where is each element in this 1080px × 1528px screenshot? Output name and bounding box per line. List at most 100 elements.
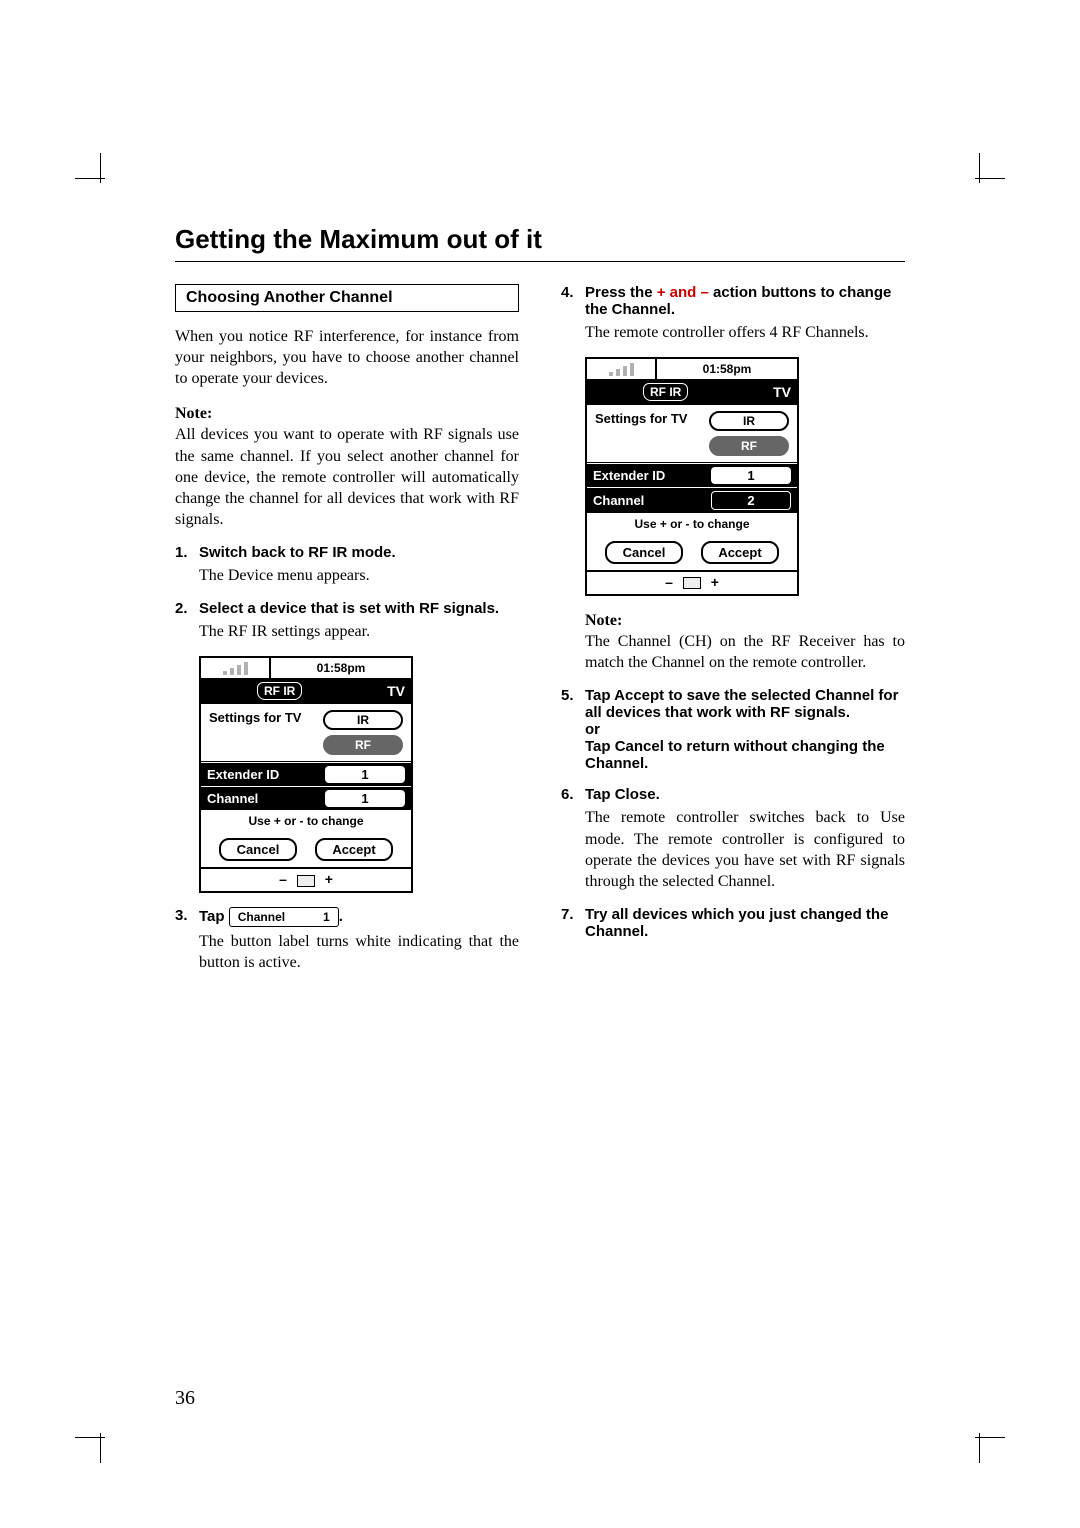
step-body: The remote controller offers 4 RF Channe… — [585, 322, 905, 343]
steps-left: Switch back to RF IR mode. The Device me… — [175, 544, 519, 642]
note-body: The Channel (CH) on the RF Receiver has … — [585, 633, 905, 671]
channel-label: Channel — [207, 791, 258, 806]
screen-figure-2: 01:58pm RF IR TV Settings for TV IR RF — [585, 357, 905, 596]
inline-btn-label: Channel — [238, 910, 285, 924]
step-head: Try all devices which you just changed t… — [585, 906, 905, 940]
remote-screen: 01:58pm RF IR TV Settings for TV IR RF — [199, 656, 413, 893]
extender-row: Extender ID 1 — [587, 463, 797, 487]
extender-row: Extender ID 1 — [201, 762, 411, 786]
battery-icon — [587, 359, 657, 379]
channel-row: Channel 1 — [201, 786, 411, 810]
step-head: Tap Channel 1 . — [199, 907, 519, 927]
minus-label: – — [665, 574, 673, 590]
screen-time: 01:58pm — [657, 359, 797, 379]
battery-icon — [201, 658, 271, 678]
inline-btn-value: 1 — [323, 910, 330, 924]
doc-icon — [297, 875, 315, 887]
note-label: Note: — [585, 612, 622, 629]
cancel-button: Cancel — [605, 541, 683, 564]
cancel-button: Cancel — [219, 838, 297, 861]
screen-topbar: 01:58pm — [587, 359, 797, 381]
title-rule — [175, 261, 905, 262]
step-body: The RF IR settings appear. — [199, 621, 519, 642]
screen-device: TV — [387, 683, 405, 699]
hint-text: Use + or - to change — [201, 810, 411, 832]
two-columns: Choosing Another Channel When you notice… — [175, 284, 905, 987]
step-7: Try all devices which you just changed t… — [561, 906, 905, 940]
step-head: Select a device that is set with RF sign… — [199, 600, 519, 617]
step-6: Tap Close. The remote controller switche… — [561, 786, 905, 891]
plus-label: + — [711, 574, 719, 590]
note-label: Note: — [175, 405, 212, 422]
screen-tab-row: RF IR TV — [587, 381, 797, 405]
remote-screen: 01:58pm RF IR TV Settings for TV IR RF — [585, 357, 799, 596]
step-head: Press the + and – action buttons to chan… — [585, 284, 905, 318]
button-row: Cancel Accept — [587, 535, 797, 570]
left-column: Choosing Another Channel When you notice… — [175, 284, 519, 987]
channel-value: 1 — [325, 790, 405, 807]
settings-row: Settings for TV IR RF — [201, 704, 411, 762]
settings-row: Settings for TV IR RF — [587, 405, 797, 463]
settings-label-text: Settings for TV — [209, 710, 301, 725]
screen-tab-row: RF IR TV — [201, 680, 411, 704]
settings-label: Settings for TV — [209, 710, 301, 726]
page-number: 36 — [175, 1387, 195, 1410]
accept-button: Accept — [701, 541, 779, 564]
s4-pre: Press the — [585, 284, 657, 301]
extender-value: 1 — [711, 467, 791, 484]
intro-text: When you notice RF interference, for ins… — [175, 326, 519, 389]
rf-pill: RF — [323, 735, 403, 755]
steps-right-cont: Tap Accept to save the selected Channel … — [561, 687, 905, 939]
ir-pill: IR — [709, 411, 789, 431]
note-block: Note: All devices you want to operate wi… — [175, 403, 519, 530]
button-row: Cancel Accept — [201, 832, 411, 867]
step-head: Tap Accept to save the selected Channel … — [585, 687, 905, 772]
extender-label: Extender ID — [207, 767, 279, 782]
tap-suffix: . — [339, 908, 343, 925]
plus-label: + — [325, 871, 333, 887]
minus-label: – — [279, 871, 287, 887]
s4-red: + and – — [657, 284, 709, 301]
screen-device: TV — [773, 384, 791, 400]
note-block-right: Note: The Channel (CH) on the RF Receive… — [561, 610, 905, 673]
channel-label: Channel — [593, 493, 644, 508]
screen-figure-1: 01:58pm RF IR TV Settings for TV IR RF — [199, 656, 519, 893]
step-2: Select a device that is set with RF sign… — [175, 600, 519, 642]
step-head: Tap Close. — [585, 786, 905, 803]
screen-footer: – + — [201, 867, 411, 891]
channel-inline-button: Channel 1 — [229, 907, 339, 927]
step-4: Press the + and – action buttons to chan… — [561, 284, 905, 343]
screen-tab: RF IR — [257, 682, 302, 700]
note-body: All devices you want to operate with RF … — [175, 426, 519, 527]
steps-right: Press the + and – action buttons to chan… — [561, 284, 905, 343]
step-body: The button label turns white indicating … — [199, 931, 519, 973]
hint-text: Use + or - to change — [587, 513, 797, 535]
screen-topbar: 01:58pm — [201, 658, 411, 680]
steps-left-cont: Tap Channel 1 . The button label turns w… — [175, 907, 519, 973]
settings-label: Settings for TV — [595, 411, 687, 427]
page-title: Getting the Maximum out of it — [175, 224, 905, 255]
screen-footer: – + — [587, 570, 797, 594]
step-body: The remote controller switches back to U… — [585, 807, 905, 891]
doc-icon — [683, 577, 701, 589]
accept-button: Accept — [315, 838, 393, 861]
extender-value: 1 — [325, 766, 405, 783]
right-column: Press the + and – action buttons to chan… — [561, 284, 905, 987]
screen-tab: RF IR — [643, 383, 688, 401]
screen-time: 01:58pm — [271, 658, 411, 678]
channel-value: 2 — [711, 491, 791, 510]
channel-row-selected: Channel 2 — [587, 487, 797, 513]
pill-column: IR RF — [323, 710, 403, 755]
step-body: The Device menu appears. — [199, 565, 519, 586]
tap-prefix: Tap — [199, 908, 229, 925]
page-content: Getting the Maximum out of it Choosing A… — [175, 224, 905, 987]
pill-column: IR RF — [709, 411, 789, 456]
subheading: Choosing Another Channel — [175, 284, 519, 312]
step-3: Tap Channel 1 . The button label turns w… — [175, 907, 519, 973]
extender-label: Extender ID — [593, 468, 665, 483]
step-head: Switch back to RF IR mode. — [199, 544, 519, 561]
settings-label-text: Settings for TV — [595, 411, 687, 426]
rf-pill: RF — [709, 436, 789, 456]
step-5: Tap Accept to save the selected Channel … — [561, 687, 905, 772]
step-1: Switch back to RF IR mode. The Device me… — [175, 544, 519, 586]
